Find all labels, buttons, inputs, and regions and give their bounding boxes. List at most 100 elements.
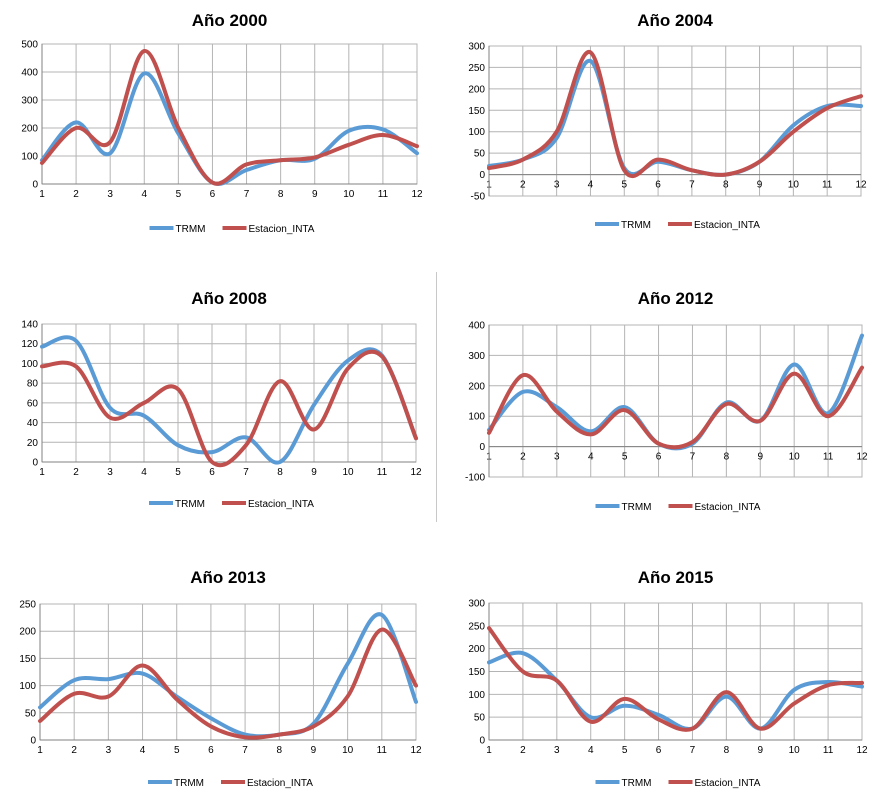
x-tick-label: 7	[244, 189, 250, 200]
x-tick-label: 5	[174, 745, 180, 756]
x-tick-label: 4	[141, 189, 147, 200]
series-line-trmm	[38, 612, 418, 739]
chart-panel-2: Año 2004-5005010015020025030012345678910…	[437, 0, 875, 260]
y-tick-label: 300	[468, 42, 485, 53]
x-tick-label: 3	[107, 189, 113, 200]
x-tick-label: 8	[724, 452, 730, 463]
x-tick-label: 4	[588, 452, 594, 463]
y-tick-label: 80	[27, 379, 39, 390]
y-tick-label: 50	[474, 149, 486, 160]
plot-area	[41, 43, 418, 185]
y-tick-label: 300	[21, 96, 38, 107]
x-tick-label: 9	[312, 189, 318, 200]
x-tick-label: 10	[343, 189, 355, 200]
legend-label-trmm: TRMM	[622, 778, 652, 789]
y-tick-label: 0	[32, 180, 38, 191]
legend-label-trmm: TRMM	[621, 220, 651, 231]
y-tick-label: 40	[27, 418, 39, 429]
x-tick-label: 8	[276, 745, 282, 756]
y-tick-label: 50	[25, 708, 37, 719]
x-tick-label: 9	[757, 180, 763, 191]
x-tick-label: 6	[210, 189, 216, 200]
chart-title: Año 2012	[638, 289, 714, 308]
y-tick-label: 300	[468, 599, 485, 610]
legend-label-estacion-inta: Estacion_INTA	[695, 778, 761, 789]
y-tick-label: 100	[21, 152, 38, 163]
series-line-estacion-inta	[38, 627, 418, 740]
x-tick-label: 1	[39, 189, 45, 200]
y-tick-label: 0	[32, 458, 38, 469]
x-tick-label: 5	[622, 745, 628, 756]
y-tick-label: 20	[27, 438, 39, 449]
legend-label-trmm: TRMM	[174, 778, 204, 789]
legend-label-estacion-inta: Estacion_INTA	[247, 778, 313, 789]
x-tick-label: 10	[789, 452, 801, 463]
y-tick-label: 500	[21, 40, 38, 51]
x-tick-label: 1	[37, 745, 43, 756]
x-tick-label: 1	[39, 467, 45, 478]
x-tick-label: 8	[277, 467, 283, 478]
x-tick-label: 7	[690, 745, 696, 756]
chart-title: Año 2008	[191, 289, 267, 308]
x-tick-label: 12	[410, 467, 422, 478]
x-tick-label: 12	[410, 745, 422, 756]
x-tick-label: 5	[176, 189, 182, 200]
x-tick-label: 11	[823, 452, 834, 463]
series-line-estacion-inta	[487, 365, 864, 450]
x-tick-label: 9	[311, 745, 317, 756]
y-tick-label: 100	[468, 127, 485, 138]
x-tick-label: 8	[724, 745, 730, 756]
chart-title: Año 2004	[637, 11, 713, 30]
x-tick-label: 11	[822, 180, 833, 191]
x-tick-label: 7	[690, 452, 696, 463]
x-tick-label: 11	[378, 189, 389, 200]
x-tick-label: 9	[757, 452, 763, 463]
y-tick-label: 0	[479, 736, 485, 747]
chart-panel-4: Año 2012-1000100200300400123456789101112…	[437, 272, 875, 522]
x-tick-label: 2	[73, 189, 79, 200]
y-tick-label: 200	[19, 627, 36, 638]
x-tick-label: 2	[73, 467, 79, 478]
series-line-trmm	[487, 59, 863, 177]
x-tick-label: 8	[278, 189, 284, 200]
chart-panel-5: Año 2013 0 50 100 150 200 250 1 2 3 4 5 6 7 8 9 10 11 12 TR…	[0, 540, 437, 793]
series-line-estacion-inta	[40, 49, 419, 186]
y-tick-label: 400	[468, 321, 485, 332]
y-tick-label: 100	[468, 412, 485, 423]
y-tick-label: 100	[21, 359, 38, 370]
legend-label-trmm: TRMM	[175, 499, 205, 510]
x-tick-label: 11	[377, 745, 388, 756]
x-tick-label: 3	[554, 745, 560, 756]
x-tick-label: 12	[411, 189, 423, 200]
y-tick-label: 150	[468, 106, 485, 117]
y-tick-label: -100	[465, 473, 485, 484]
x-tick-label: 3	[106, 745, 112, 756]
series-line-trmm	[487, 333, 864, 451]
y-tick-label: 250	[468, 621, 485, 632]
panel-divider	[436, 272, 437, 522]
x-tick-label: 5	[175, 467, 181, 478]
x-tick-label: 7	[243, 467, 249, 478]
y-tick-label: 0	[30, 736, 36, 747]
chart-title: Año 2000	[192, 11, 268, 30]
legend-label-trmm: TRMM	[622, 502, 652, 513]
x-tick-label: 7	[242, 745, 248, 756]
y-tick-label: 200	[468, 84, 485, 95]
x-tick-label: 4	[588, 180, 594, 191]
chart-panel-1: Año 2000 0 100 200 300 400 500 1 2 3 4 5 6 7 8 9 10 11 12 T…	[0, 0, 437, 260]
y-tick-label: 200	[468, 381, 485, 392]
line-chart: Año 2004-5005010015020025030012345678910…	[468, 11, 867, 231]
x-tick-label: 4	[588, 745, 594, 756]
y-tick-label: 0	[479, 170, 485, 181]
y-tick-label: 120	[21, 339, 38, 350]
x-tick-label: 2	[71, 745, 77, 756]
x-tick-label: 10	[342, 745, 354, 756]
y-tick-label: 50	[474, 713, 486, 724]
y-tick-label: 100	[19, 681, 36, 692]
y-tick-label: 250	[468, 63, 485, 74]
series-line-trmm	[40, 71, 419, 186]
y-tick-label: 150	[468, 667, 485, 678]
x-tick-label: 7	[689, 180, 695, 191]
